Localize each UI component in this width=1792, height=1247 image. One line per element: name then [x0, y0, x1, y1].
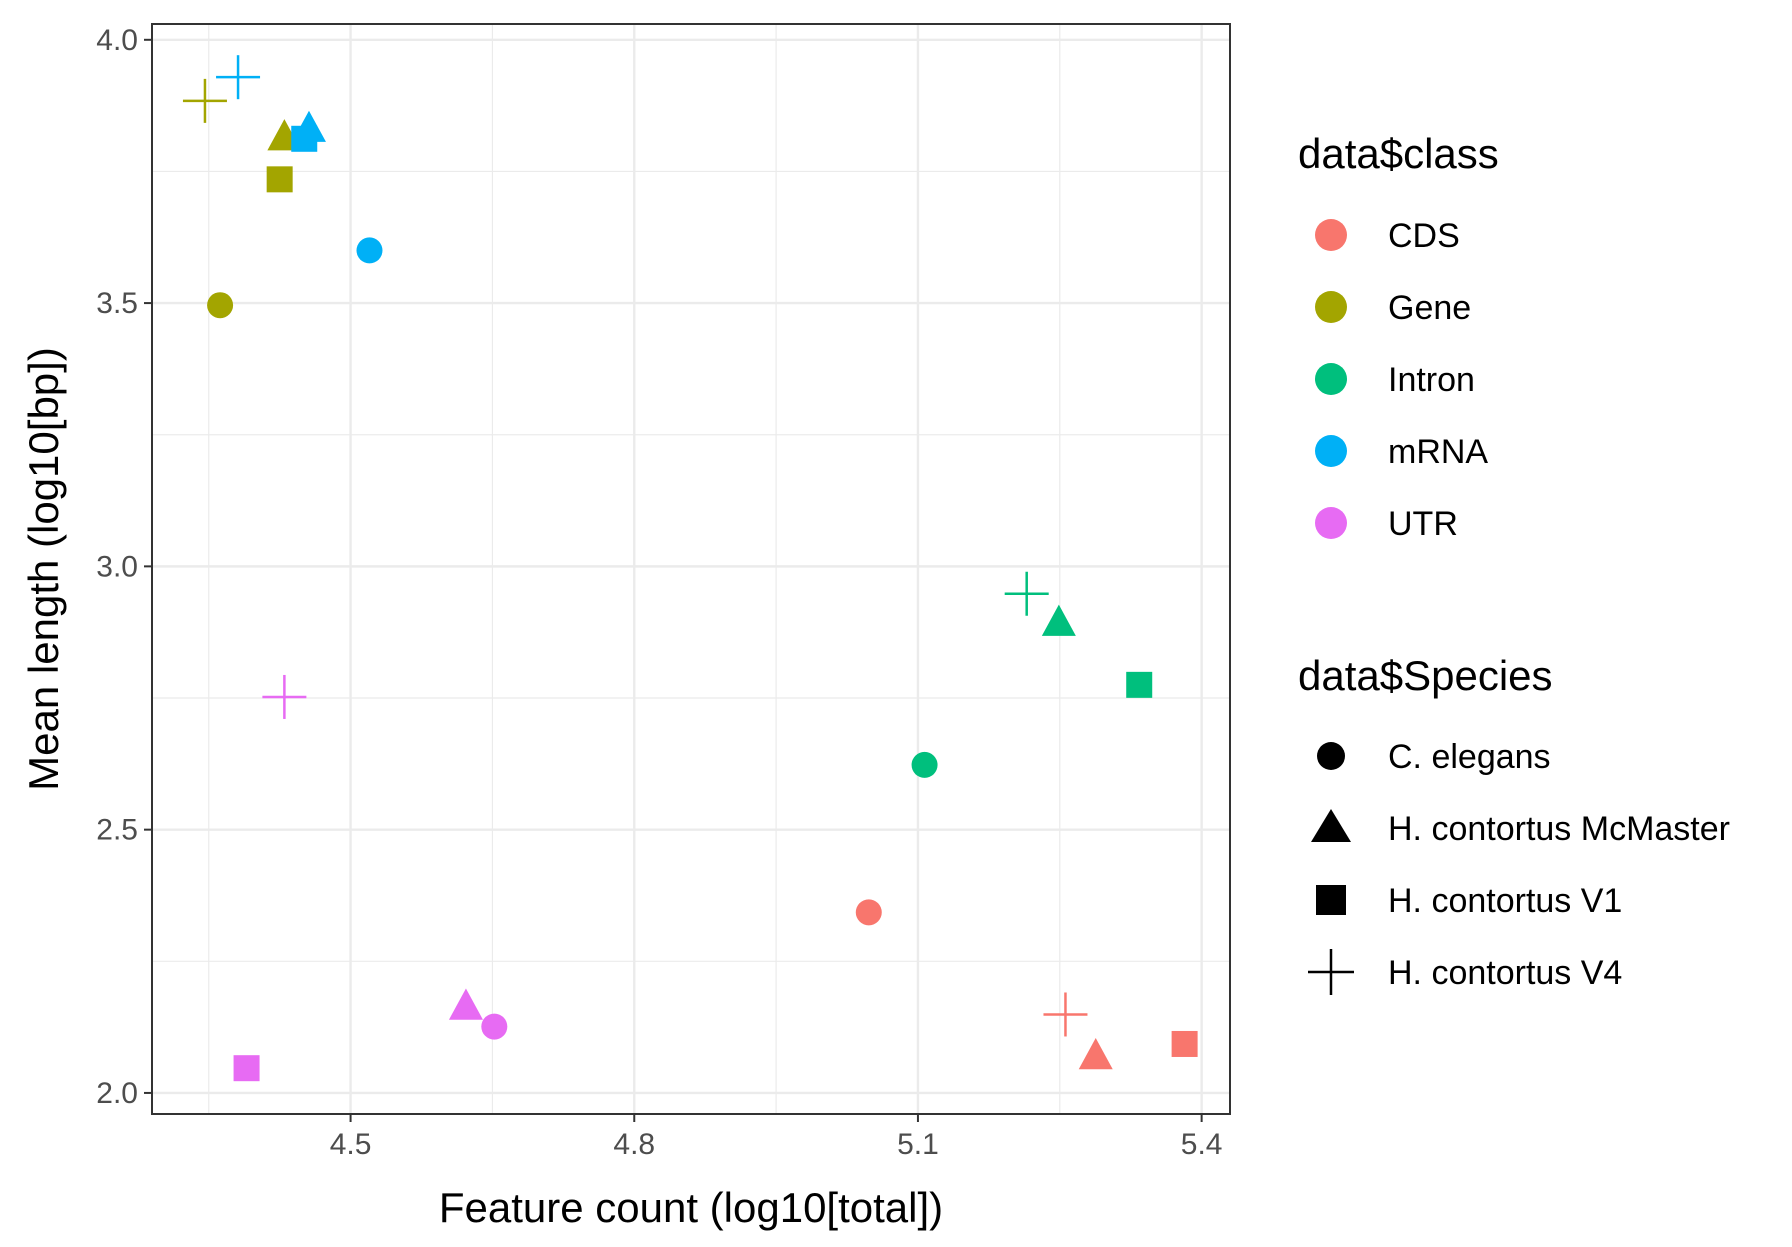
- legend-species-label: C. elegans: [1388, 738, 1551, 776]
- legend-species-label: H. contortus V1: [1388, 882, 1622, 920]
- y-tick-label: 2.5: [96, 814, 138, 847]
- data-point: [1041, 604, 1076, 636]
- data-point: [291, 125, 318, 152]
- panel-border: [151, 23, 1231, 1115]
- legend-class-key: [1315, 363, 1347, 395]
- data-point: [1126, 671, 1153, 698]
- data-point: [216, 55, 261, 100]
- data-point: [1078, 1038, 1113, 1070]
- data-point: [1004, 571, 1049, 616]
- panel-background: [152, 24, 1230, 1114]
- legend-class: data$class CDS Gene Intron mRNA UTR: [1298, 130, 1499, 543]
- x-axis-title: Feature count (log10[total]): [439, 1184, 943, 1231]
- data-point: [448, 988, 483, 1020]
- grid-major: [152, 24, 1230, 1114]
- legend-class-key: [1315, 291, 1347, 323]
- data-point: [1043, 992, 1088, 1037]
- legend-species-key: [1308, 949, 1354, 995]
- data-point: [266, 166, 293, 193]
- legend-class-title: data$class: [1298, 130, 1499, 177]
- x-tick-label: 4.5: [330, 1128, 372, 1161]
- y-axis-ticks: 2.0 2.5 3.0 3.5 4.0: [96, 24, 152, 1110]
- legend-species-title: data$Species: [1298, 652, 1553, 699]
- data-point: [855, 899, 882, 926]
- data-point: [262, 674, 307, 719]
- legend-species-key: [1311, 809, 1351, 842]
- y-tick-label: 3.5: [96, 287, 138, 320]
- legend-class-label: CDS: [1388, 217, 1460, 255]
- y-tick-label: 4.0: [96, 24, 138, 57]
- legend-class-key: [1315, 507, 1347, 539]
- data-point: [207, 292, 234, 319]
- legend-species-label: H. contortus V4: [1388, 954, 1622, 992]
- data-point: [233, 1055, 260, 1082]
- y-tick-label: 2.0: [96, 1077, 138, 1110]
- data-point: [356, 237, 383, 264]
- legend-class-label: mRNA: [1388, 433, 1488, 471]
- x-tick-label: 5.1: [897, 1128, 939, 1161]
- x-tick-label: 5.4: [1181, 1128, 1223, 1161]
- legend-species-label: H. contortus McMaster: [1388, 810, 1730, 848]
- legend-class-key: [1315, 219, 1347, 251]
- legend-class-key: [1315, 435, 1347, 467]
- x-axis-ticks: 4.5 4.8 5.1 5.4: [330, 1114, 1223, 1161]
- legend-class-label: Gene: [1388, 289, 1471, 327]
- data-point: [481, 1013, 508, 1040]
- y-tick-label: 3.0: [96, 550, 138, 583]
- data-points: [182, 55, 1198, 1082]
- y-axis-title: Mean length (log10[bp]): [20, 347, 67, 791]
- legend-species-key: [1317, 742, 1345, 770]
- data-point: [911, 751, 938, 778]
- legend-species: data$Species C. elegans H. contortus McMa…: [1298, 652, 1730, 995]
- x-tick-label: 4.8: [613, 1128, 655, 1161]
- grid-minor: [152, 24, 1230, 1114]
- legend-class-label: UTR: [1388, 505, 1458, 543]
- data-point: [182, 78, 227, 123]
- data-point: [1171, 1030, 1198, 1057]
- legend-class-label: Intron: [1388, 361, 1475, 399]
- legend-species-key: [1316, 885, 1346, 915]
